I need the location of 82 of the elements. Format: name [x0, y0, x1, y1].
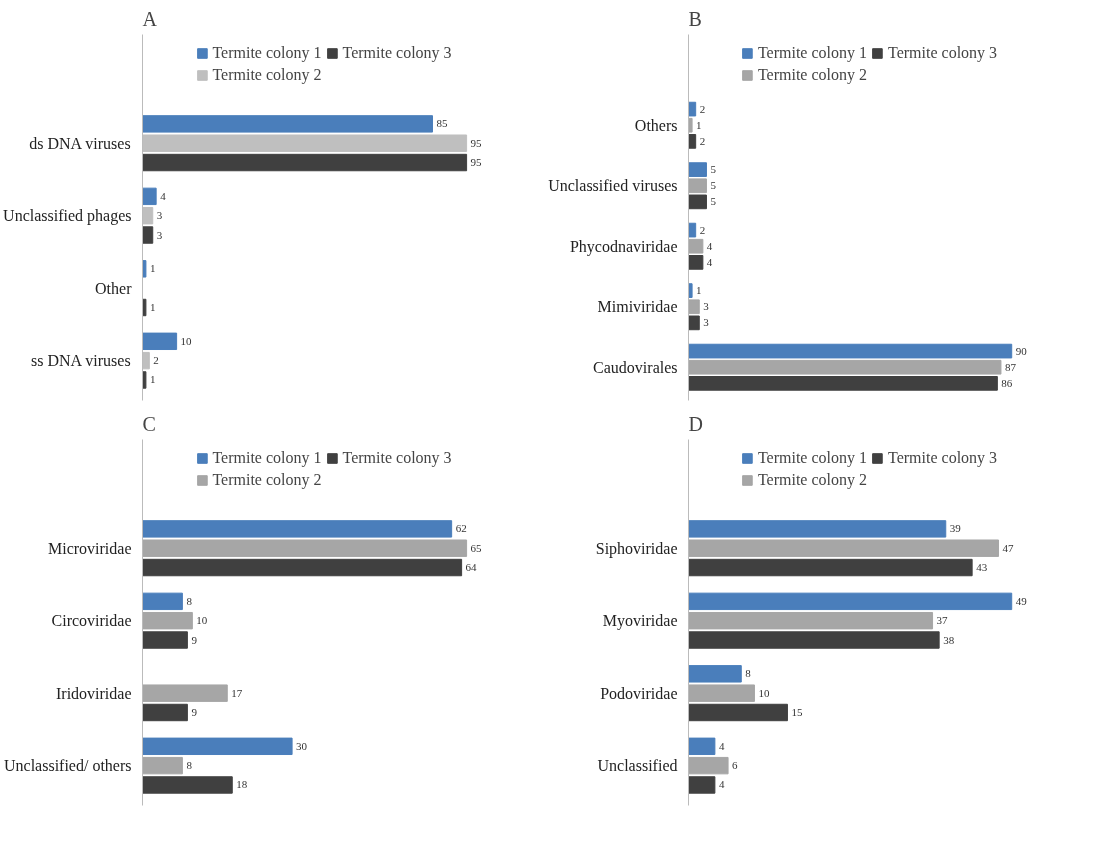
- y-tick-label: Unclassified phages: [3, 207, 132, 226]
- data-label: 4: [718, 739, 725, 752]
- y-tick-label: Unclassified viruses: [548, 177, 678, 195]
- data-label: 1: [149, 262, 156, 275]
- chart-title: A: [142, 7, 158, 30]
- y-tick-label: Caudovirales: [593, 358, 678, 376]
- data-label: 38: [943, 633, 955, 646]
- data-label: 87: [1004, 360, 1017, 373]
- legend-label: Termite colony 3: [342, 44, 452, 62]
- y-tick-label: Microviridae: [47, 539, 132, 557]
- data-label: 4: [160, 189, 167, 202]
- data-label: 30: [296, 739, 308, 752]
- data-label: 18: [236, 778, 248, 791]
- y-tick-label: Mimiviridae: [597, 298, 678, 316]
- data-label: 3: [703, 300, 710, 313]
- y-tick-label: Phycodnaviridae: [569, 237, 678, 256]
- data-label: 3: [703, 316, 710, 329]
- data-label: 85: [436, 117, 448, 130]
- data-label: 8: [745, 667, 752, 680]
- y-tick-label: Circoviridae: [51, 612, 132, 630]
- data-label: 1: [149, 300, 156, 313]
- data-label: 95: [470, 136, 483, 149]
- data-label: 17: [231, 686, 243, 699]
- data-label: 62: [455, 522, 467, 535]
- y-tick-label: ss DNA viruses: [31, 352, 131, 370]
- y-tick-label: Other: [95, 279, 133, 297]
- data-label: 10: [758, 686, 770, 699]
- data-label: 1: [696, 284, 702, 297]
- data-label: 4: [706, 239, 713, 252]
- legend-label: Termite colony 2: [212, 471, 322, 489]
- chart-title: D: [688, 412, 703, 435]
- data-label: 39: [949, 522, 962, 535]
- data-label: 2: [699, 102, 706, 115]
- chart-title: B: [688, 7, 702, 30]
- legend-label: Termite colony 2: [212, 66, 322, 84]
- legend-label: Termite colony 2: [757, 471, 867, 489]
- data-label: 6: [732, 759, 739, 772]
- legend-label: Termite colony 3: [342, 449, 452, 467]
- data-label: 10: [180, 334, 193, 347]
- data-label: 8: [186, 759, 193, 772]
- data-label: 1: [149, 373, 156, 386]
- data-label: 9: [191, 705, 198, 718]
- y-tick-label: Iridoviridae: [55, 684, 132, 702]
- legend-label: Termite colony 1: [212, 449, 322, 467]
- data-label: 43: [976, 561, 988, 574]
- data-label: 65: [470, 541, 483, 554]
- legend-label: Termite colony 1: [757, 44, 867, 62]
- data-label: 2: [153, 354, 159, 367]
- y-tick-label: Siphoviridae: [595, 539, 678, 558]
- y-tick-label: ds DNA viruses: [29, 134, 131, 152]
- data-label: 8: [186, 594, 193, 607]
- data-label: 95: [470, 156, 483, 169]
- data-label: 3: [156, 209, 163, 222]
- data-label: 5: [710, 163, 717, 176]
- data-label: 64: [465, 561, 478, 574]
- legend-label: Termite colony 1: [212, 44, 322, 62]
- legend-label: Termite colony 3: [888, 44, 998, 62]
- data-label: 5: [710, 195, 717, 208]
- y-tick-label: Others: [634, 116, 678, 134]
- y-tick-label: Unclassified: [597, 757, 678, 775]
- data-label: 5: [710, 179, 717, 192]
- data-label: 1: [696, 118, 702, 131]
- data-label: 49: [1015, 594, 1028, 607]
- legend-label: Termite colony 3: [888, 449, 998, 467]
- legend-label: Termite colony 2: [757, 66, 867, 84]
- data-label: 10: [196, 614, 208, 627]
- data-label: 86: [1001, 376, 1013, 389]
- data-label: 47: [1002, 541, 1015, 554]
- data-label: 4: [718, 778, 725, 791]
- y-tick-label: Myoviridae: [602, 612, 678, 631]
- data-label: 37: [936, 614, 949, 627]
- data-label: 9: [191, 633, 198, 646]
- y-tick-label: Unclassified/ others: [3, 757, 132, 775]
- data-label: 4: [706, 255, 713, 268]
- data-label: 2: [699, 134, 706, 147]
- data-label: 90: [1015, 344, 1028, 357]
- chart-title: C: [142, 412, 156, 435]
- data-label: 2: [699, 223, 706, 236]
- data-label: 15: [791, 705, 803, 718]
- y-tick-label: Podoviridae: [600, 684, 678, 702]
- data-label: 3: [156, 228, 163, 241]
- legend-label: Termite colony 1: [757, 449, 867, 467]
